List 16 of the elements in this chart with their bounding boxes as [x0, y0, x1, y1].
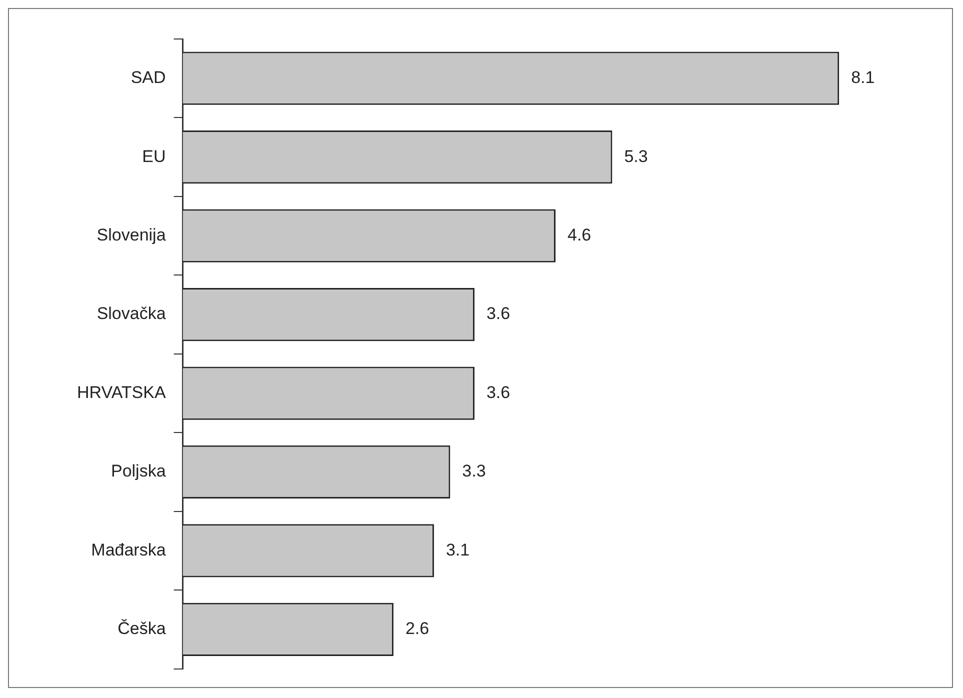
y-tick-label: Mađarska: [91, 540, 166, 560]
data-label: 4.6: [568, 226, 592, 244]
y-tick-label: HRVATSKA: [76, 382, 166, 402]
y-tick-label: Slovenija: [96, 226, 166, 244]
data-label: 5.3: [624, 146, 648, 166]
data-label: 3.1: [446, 540, 470, 560]
y-tick-label: Češka: [118, 619, 166, 638]
data-label: 3.6: [486, 304, 510, 324]
data-label: 3.3: [462, 462, 486, 481]
data-label: 3.6: [486, 382, 510, 402]
y-tick-label: EU: [142, 146, 166, 166]
y-tick-label: Slovačka: [96, 304, 166, 324]
data-label: 8.1: [851, 68, 875, 88]
y-tick-label: SAD: [130, 68, 166, 88]
data-label: 2.6: [405, 619, 430, 638]
y-tick-label: Poljska: [110, 462, 166, 481]
